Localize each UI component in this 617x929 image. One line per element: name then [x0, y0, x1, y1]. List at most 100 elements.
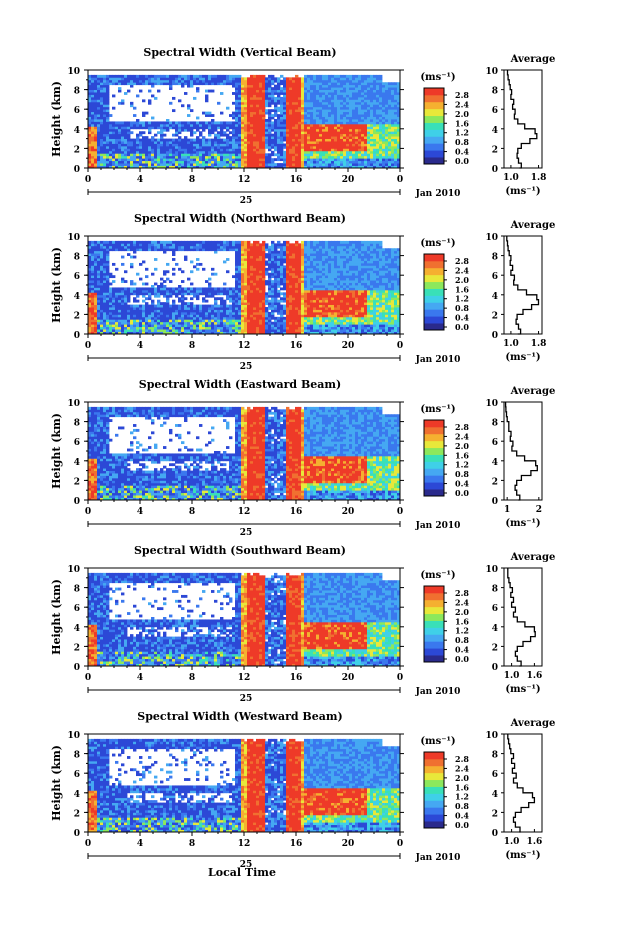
- heatmap-cell: [385, 160, 389, 164]
- heatmap-cell: [358, 131, 362, 135]
- heatmap-cell: [199, 79, 203, 83]
- heatmap-cell: [196, 148, 200, 152]
- heatmap-cell: [397, 143, 401, 147]
- heatmap-cell: [172, 326, 176, 330]
- heatmap-cell: [202, 143, 206, 147]
- heatmap-cell: [103, 285, 107, 288]
- heatmap-cell: [292, 150, 296, 154]
- heatmap-cell: [325, 79, 329, 83]
- heatmap-cell: [259, 250, 263, 254]
- heatmap-cell: [322, 87, 326, 90]
- heatmap-cell: [370, 92, 374, 95]
- heatmap-cell: [388, 101, 392, 105]
- heatmap-cell: [118, 101, 122, 105]
- heatmap-cell: [268, 133, 272, 137]
- heatmap-cell: [247, 331, 251, 335]
- heatmap-cell: [94, 155, 98, 159]
- heatmap-cell: [313, 77, 317, 81]
- heatmap-cell: [127, 123, 131, 127]
- heatmap-cell: [112, 299, 116, 303]
- heatmap-cell: [97, 240, 101, 244]
- heatmap-cell: [268, 77, 272, 81]
- heatmap-cell: [91, 84, 95, 88]
- heatmap-cell: [268, 136, 272, 139]
- heatmap-cell: [232, 153, 236, 157]
- heatmap-cell: [313, 79, 317, 83]
- heatmap-cell: [307, 94, 311, 98]
- heatmap-cell: [355, 155, 359, 159]
- heatmap-cell: [208, 319, 212, 323]
- heatmap-cell: [277, 92, 281, 95]
- heatmap-cell: [247, 106, 251, 110]
- heatmap-cell: [388, 99, 392, 103]
- heatmap-cell: [97, 74, 101, 78]
- heatmap-cell: [238, 282, 242, 286]
- heatmap-cell: [325, 160, 329, 164]
- heatmap-cell: [292, 155, 296, 159]
- heatmap-cell: [88, 285, 92, 288]
- heatmap-cell: [208, 143, 212, 147]
- heatmap-cell: [259, 331, 263, 335]
- heatmap-cell: [121, 158, 125, 162]
- heatmap-cell: [142, 243, 146, 247]
- heatmap-cell: [250, 153, 254, 157]
- heatmap-cell: [181, 245, 185, 249]
- heatmap-cell: [247, 79, 251, 83]
- heatmap-cell: [397, 101, 401, 105]
- heatmap-cell: [88, 319, 92, 323]
- heatmap-cell: [274, 141, 278, 144]
- heatmap-cell: [241, 82, 245, 86]
- heatmap-cell: [217, 158, 221, 162]
- heatmap-cell: [319, 148, 323, 152]
- heatmap-cell: [241, 314, 245, 318]
- heatmap-cell: [223, 126, 227, 130]
- heatmap-cell: [322, 160, 326, 164]
- heatmap-cell: [370, 109, 374, 113]
- heatmap-cell: [343, 131, 347, 135]
- heatmap-cell: [211, 126, 215, 130]
- average-unit: (ms⁻¹): [505, 186, 540, 197]
- heatmap-cell: [151, 272, 155, 276]
- heatmap-cell: [247, 321, 251, 325]
- heatmap-cell: [244, 94, 248, 98]
- heatmap-cell: [91, 292, 95, 296]
- heatmap-cell: [208, 248, 212, 252]
- heatmap-cell: [340, 165, 344, 169]
- heatmap-cell: [124, 292, 128, 296]
- heatmap-cell: [286, 87, 290, 90]
- heatmap-cell: [280, 114, 284, 117]
- heatmap-cell: [310, 128, 314, 132]
- heatmap-cell: [100, 299, 104, 303]
- heatmap-cell: [253, 316, 257, 320]
- heatmap-cell: [178, 148, 182, 152]
- heatmap-cell: [247, 92, 251, 95]
- heatmap-cell: [367, 89, 371, 93]
- heatmap-cell: [277, 165, 281, 169]
- heatmap-cell: [385, 109, 389, 113]
- heatmap-cell: [244, 275, 248, 279]
- heatmap-cell: [229, 304, 233, 308]
- heatmap-cell: [178, 141, 182, 144]
- heatmap-cell: [355, 96, 359, 100]
- heatmap-cell: [127, 133, 131, 137]
- heatmap-cell: [346, 150, 350, 154]
- heatmap-cell: [124, 150, 128, 154]
- heatmap-cell: [340, 138, 344, 142]
- heatmap-cell: [241, 111, 245, 115]
- heatmap-cell: [292, 96, 296, 100]
- heatmap-cell: [166, 248, 170, 252]
- heatmap-cell: [133, 287, 137, 291]
- heatmap-cell: [154, 163, 158, 166]
- heatmap-cell: [121, 292, 125, 296]
- heatmap-cell: [292, 163, 296, 166]
- heatmap-cell: [229, 155, 233, 159]
- heatmap-cell: [190, 150, 194, 154]
- heatmap-cell: [340, 89, 344, 93]
- heatmap-cell: [121, 136, 125, 139]
- heatmap-cell: [181, 153, 185, 157]
- heatmap-cell: [322, 84, 326, 88]
- heatmap-cell: [334, 84, 338, 88]
- heatmap-cell: [208, 329, 212, 332]
- heatmap-cell: [298, 106, 302, 110]
- heatmap-cell: [388, 114, 392, 117]
